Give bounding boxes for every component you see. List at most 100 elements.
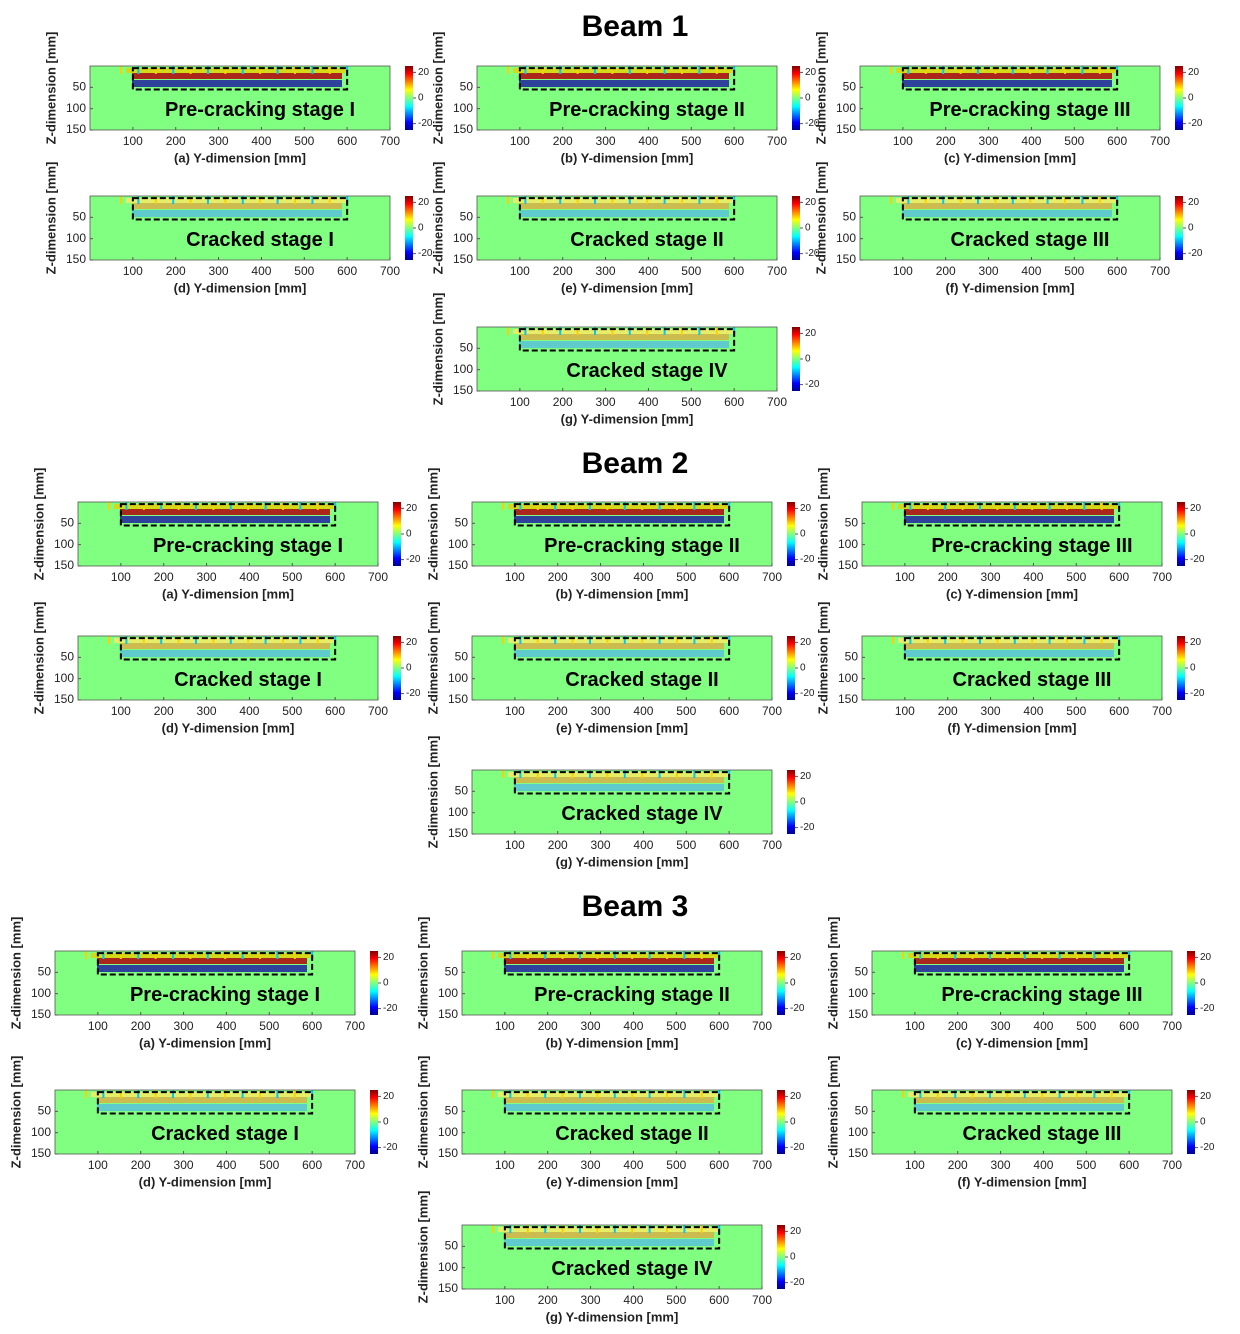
x-tick-label: 100 <box>123 264 143 278</box>
field-stripe <box>648 1225 651 1233</box>
colorbar-tick-label: 20 <box>805 67 817 78</box>
field-stripe <box>276 196 279 204</box>
field-stripe <box>954 951 957 959</box>
x-tick-label: 100 <box>495 1019 515 1033</box>
field-stripe <box>241 951 244 959</box>
y-axis-label: Z-dimension [mm] <box>815 468 830 581</box>
colorbar-tick-label: -20 <box>805 118 820 129</box>
field-stripe <box>492 1090 494 1098</box>
field-band <box>97 1097 307 1103</box>
field-stripe <box>108 636 110 644</box>
colorbar <box>405 66 413 130</box>
x-tick-label: 100 <box>893 134 913 148</box>
field-stripe <box>1041 1090 1044 1098</box>
field-stripe <box>606 502 609 510</box>
y-tick-label: 50 <box>73 210 87 224</box>
field-stripe <box>628 196 631 204</box>
plot-frame <box>861 635 1163 701</box>
damage-zone <box>903 503 1121 527</box>
field-stripe <box>700 951 703 959</box>
field-stripe <box>559 66 562 74</box>
x-axis-label: (c) Y-dimension [mm] <box>956 1035 1088 1050</box>
y-axis-label: Z-dimension [mm] <box>425 602 440 715</box>
field-band <box>126 68 348 73</box>
field-stripe <box>154 196 157 204</box>
field-stripe <box>628 66 631 74</box>
field-band <box>508 504 730 509</box>
y-tick-label: 150 <box>54 692 74 706</box>
beam-title: Beam 3 <box>582 890 689 923</box>
field-stripe <box>1006 951 1009 959</box>
y-tick-label: 50 <box>61 650 75 664</box>
x-tick-label: 400 <box>1021 264 1041 278</box>
x-tick-label: 300 <box>979 264 999 278</box>
field-stripe <box>172 1090 174 1098</box>
x-tick-label: 200 <box>548 570 568 584</box>
field-band <box>91 1092 313 1097</box>
field-stripe <box>658 770 661 778</box>
colorbar-tick-label: -20 <box>383 1003 398 1014</box>
x-axis-label: (a) Y-dimension [mm] <box>174 150 306 165</box>
x-tick-label: 600 <box>724 395 744 409</box>
field-stripe <box>1081 66 1084 74</box>
y-tick-label: 150 <box>438 1146 458 1160</box>
field-stripe <box>559 196 562 204</box>
field-band <box>902 73 1112 79</box>
field-stripe <box>177 502 180 510</box>
x-tick-label: 600 <box>1109 570 1129 584</box>
field-band <box>904 516 1114 523</box>
field-band <box>504 1097 714 1103</box>
field-stripe <box>177 636 180 644</box>
field-stripe <box>544 951 547 959</box>
field-stripe <box>502 770 504 778</box>
field-stripe <box>959 66 962 74</box>
x-tick-label: 300 <box>591 570 611 584</box>
field-stripe <box>1029 66 1032 74</box>
x-tick-label: 600 <box>325 570 345 584</box>
field-stripe <box>1046 196 1049 204</box>
y-tick-label: 100 <box>54 537 74 551</box>
field-stripe <box>85 1090 87 1098</box>
stage-label: Cracked stage I <box>186 229 334 251</box>
field-stripe <box>926 502 929 510</box>
x-tick-label: 400 <box>239 704 259 718</box>
field-stripe <box>710 770 713 778</box>
field-band <box>97 958 307 964</box>
field-stripe <box>693 502 696 510</box>
field-stripe <box>102 1090 105 1098</box>
field-stripe <box>613 951 616 959</box>
y-tick-label: 50 <box>445 965 459 979</box>
x-tick-label: 200 <box>948 1158 968 1172</box>
y-axis-label: Z-dimension [mm] <box>815 602 830 715</box>
field-band <box>898 638 1120 643</box>
field-band <box>504 1239 714 1246</box>
x-tick-label: 600 <box>1109 704 1129 718</box>
field-stripe <box>907 196 910 204</box>
x-tick-label: 500 <box>666 1293 686 1307</box>
field-stripe <box>646 66 649 74</box>
field-stripe <box>942 66 945 74</box>
y-tick-label: 150 <box>838 692 858 706</box>
field-stripe <box>120 66 122 74</box>
colorbar <box>792 196 800 260</box>
field-stripe <box>666 1090 668 1098</box>
x-tick-label: 600 <box>325 704 345 718</box>
y-axis-label: Z-dimension [mm] <box>8 1056 23 1169</box>
y-tick-label: 150 <box>848 1007 868 1021</box>
field-stripe <box>693 636 696 644</box>
field-stripe <box>137 196 140 204</box>
x-tick-label: 500 <box>259 1158 279 1172</box>
stage-label: Pre-cracking stage I <box>153 535 343 557</box>
field-stripe <box>328 66 331 74</box>
field-stripe <box>282 636 284 644</box>
field-stripe <box>611 196 614 204</box>
field-stripe <box>996 502 999 510</box>
x-tick-label: 400 <box>633 838 653 852</box>
field-stripe <box>715 196 718 204</box>
